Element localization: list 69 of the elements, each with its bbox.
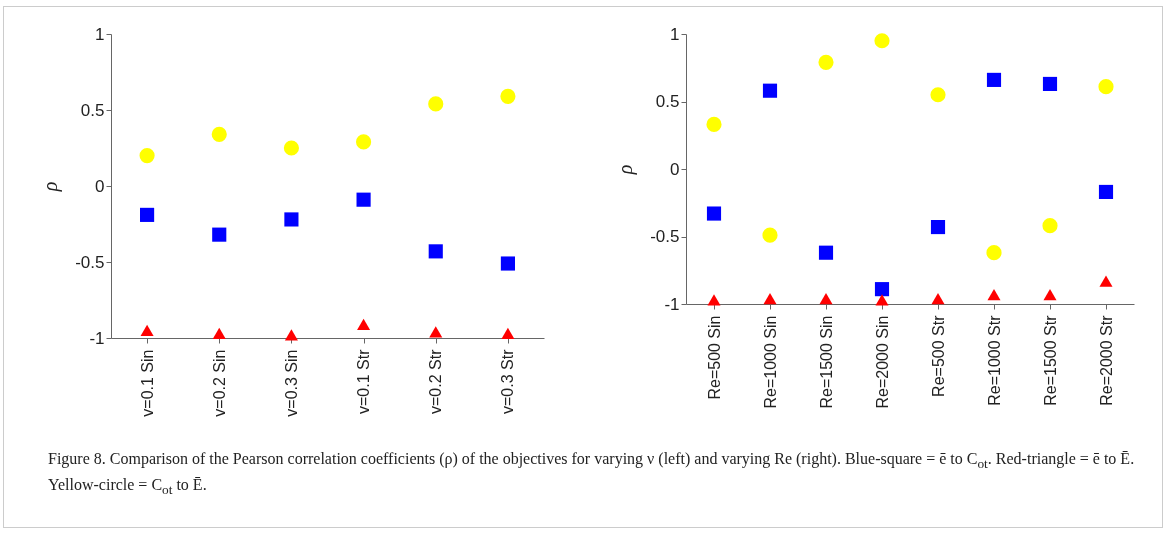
point (1043, 288, 1057, 301)
y-tick-label: 1 (670, 24, 680, 44)
point (1042, 76, 1058, 92)
point (930, 219, 946, 235)
point (874, 282, 890, 297)
point (284, 212, 299, 227)
point (930, 87, 946, 103)
x-tick-label: v=0.2 Sin (210, 349, 228, 417)
y-tick-label: -0.5 (75, 252, 105, 272)
point (986, 72, 1002, 87)
x-tick-label: Re=1000 Sin (761, 315, 779, 409)
point (428, 96, 444, 112)
y-tick-label: -1 (89, 328, 105, 348)
point (357, 318, 371, 330)
point (1099, 275, 1113, 287)
point (986, 245, 1002, 261)
x-tick-label: Re=2000 Str (1097, 314, 1115, 406)
point (500, 88, 516, 104)
x-tick-label: Re=2000 Sin (873, 315, 891, 409)
x-tick-label: Re=1500 Sin (817, 315, 835, 409)
y-tick-label: 0.5 (655, 92, 680, 111)
x-tick-label: Re=500 Str (929, 314, 947, 397)
y-tick-label: -0.5 (650, 227, 680, 246)
y-axis-title: ρ (39, 181, 63, 193)
y-tick-label: 0 (95, 176, 105, 196)
point (762, 83, 778, 98)
point (707, 294, 721, 306)
point (1098, 184, 1114, 200)
point (283, 140, 299, 156)
point (819, 292, 833, 305)
y-tick-label: 1 (95, 24, 105, 44)
y-tick-label: 0.5 (80, 100, 105, 120)
point (1042, 218, 1058, 234)
x-tick-label: v=0.3 Str (499, 348, 517, 414)
x-tick-label: v=0.1 Sin (138, 349, 156, 417)
x-tick-label: Re=500 Sin (705, 315, 723, 400)
point (1098, 79, 1114, 95)
point (818, 245, 834, 260)
point (818, 54, 834, 70)
point (874, 33, 890, 49)
point (212, 327, 226, 340)
y-tick-label: -1 (664, 294, 680, 314)
point (356, 134, 372, 150)
point (140, 207, 155, 222)
x-tick-label: v=0.2 Str (427, 348, 445, 414)
point (762, 227, 778, 243)
x-tick-label: v=0.1 Str (355, 348, 373, 414)
point (931, 292, 945, 305)
x-tick-label: v=0.3 Sin (282, 349, 300, 417)
point (211, 126, 227, 142)
point (501, 327, 515, 340)
y-tick-label: 0 (670, 159, 680, 179)
point (428, 244, 443, 259)
point (875, 294, 889, 306)
x-tick-label: Re=1000 Str (985, 314, 1003, 406)
point (139, 148, 155, 164)
point (706, 116, 722, 133)
point (500, 256, 515, 271)
point (356, 192, 371, 207)
point (429, 326, 443, 338)
point (284, 329, 298, 341)
point (706, 206, 722, 221)
point (763, 292, 777, 305)
text: Figure 8. Comparison of the Pearson correlation coefficients (ρ) of the objectives for varying ν (left) and varying Re (right). Blue-square = ē to C$_{ot}$. Red-triangle = ē to Ē. Yellow-circle = C$_{ot}$ to Ē. (48, 450, 1135, 498)
point (212, 227, 227, 242)
point (140, 324, 154, 337)
x-tick-label: Re=1500 Str (1041, 314, 1059, 406)
y-axis-title: ρ (614, 164, 638, 176)
point (987, 288, 1001, 301)
